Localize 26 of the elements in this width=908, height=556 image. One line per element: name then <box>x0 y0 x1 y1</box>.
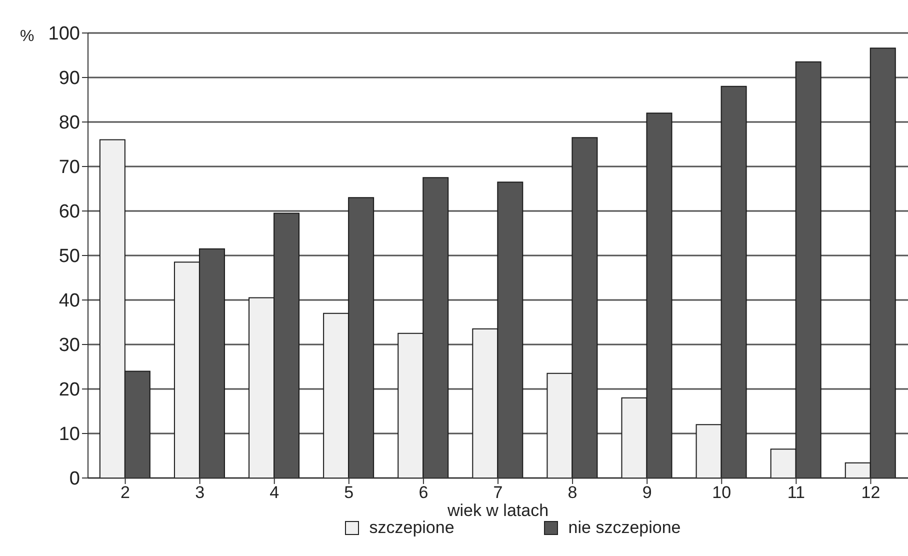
x-tick-label: 2 <box>120 483 130 502</box>
x-tick-label: 5 <box>344 483 354 502</box>
x-tick-label: 3 <box>195 483 205 502</box>
y-tick-label: 90 <box>58 68 80 90</box>
x-tick-label: 10 <box>712 483 732 502</box>
legend-label: nie szczepione <box>568 518 681 538</box>
x-tick-label: 6 <box>418 483 428 502</box>
y-tick-label: 70 <box>58 157 80 178</box>
y-tick-label: 0 <box>69 468 80 490</box>
legend-label: szczepione <box>369 518 454 538</box>
y-tick-label: 100 <box>48 24 80 45</box>
y-tick-label: 40 <box>58 290 80 312</box>
x-tick-label: 7 <box>493 483 503 502</box>
y-tick-label: 50 <box>58 246 80 268</box>
y-tick-label: 20 <box>58 380 80 401</box>
x-tick-label: 8 <box>568 483 578 502</box>
y-tick-label: 60 <box>58 202 80 223</box>
y-tick-label: 30 <box>58 335 80 356</box>
y-axis-title: % <box>20 28 34 46</box>
x-tick-label: 12 <box>861 483 880 502</box>
x-tick-label: 11 <box>787 483 806 502</box>
x-tick-label: 4 <box>270 483 280 502</box>
y-tick-label: 10 <box>58 424 80 446</box>
x-tick-label: 9 <box>642 483 652 502</box>
x-axis-title: wiek w latach <box>446 501 549 520</box>
y-tick-label: 80 <box>58 112 80 134</box>
